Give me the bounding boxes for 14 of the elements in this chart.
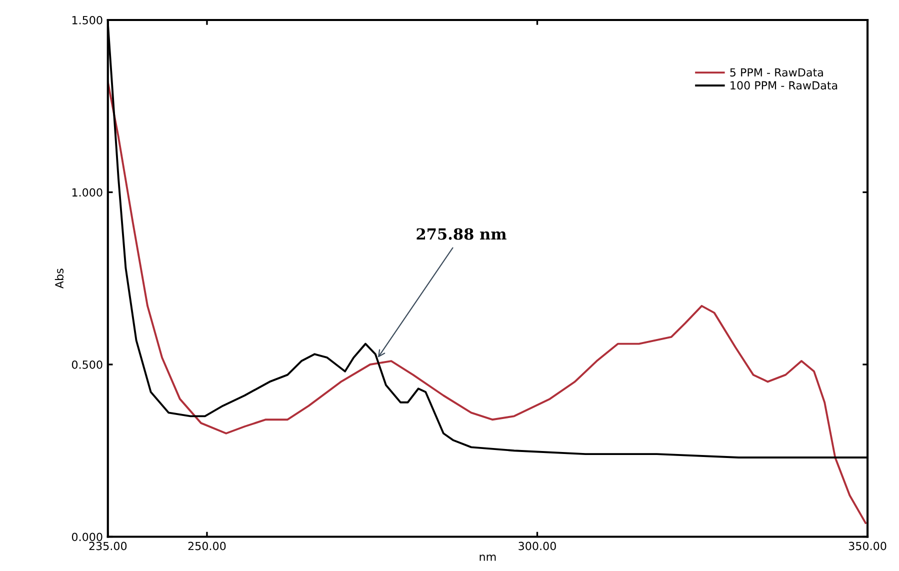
annotation: 275.88 nm	[416, 228, 506, 240]
legend-label: 100 PPM - RawData	[730, 81, 838, 90]
y-axis-title: Abs	[54, 268, 64, 288]
legend-label: 5 PPM - RawData	[730, 68, 823, 77]
y-tick-label: 0.500	[72, 360, 102, 369]
x-tick-label: 300.00	[518, 542, 556, 550]
x-tick-label: 250.00	[188, 542, 226, 550]
x-tick-label: 350.00	[848, 542, 886, 550]
y-tick-label: 1.500	[72, 16, 102, 24]
y-tick-label: 0.000	[72, 532, 102, 542]
x-tick-label: 235.00	[89, 542, 127, 550]
y-tick-label: 1.000	[72, 188, 102, 197]
line-series	[108, 81, 867, 524]
x-axis-title: nm	[480, 554, 496, 561]
